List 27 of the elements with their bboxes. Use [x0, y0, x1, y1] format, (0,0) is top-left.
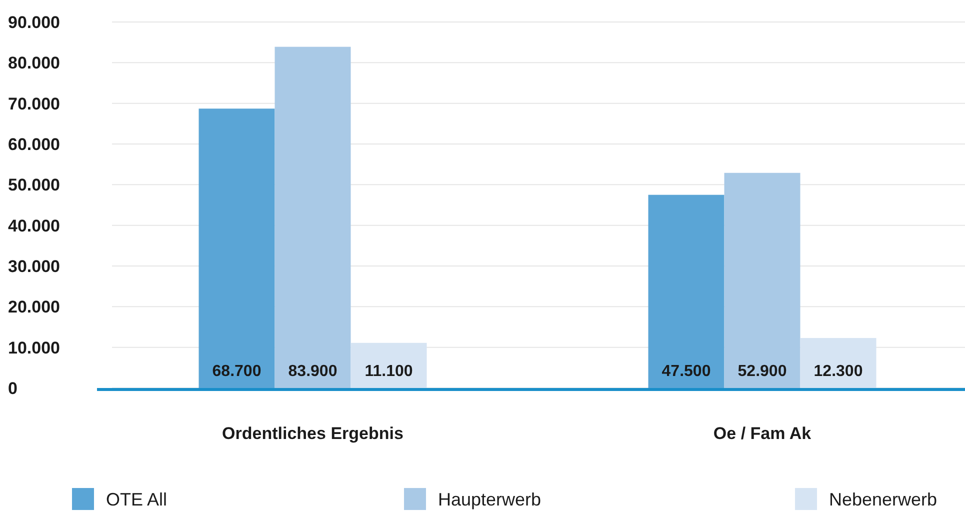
data-label: 83.900: [288, 363, 338, 380]
y-tick-label: 90.000: [8, 12, 60, 32]
data-label: 68.700: [212, 363, 262, 380]
y-tick-label: 80.000: [8, 54, 60, 73]
legend-label: Haupterwerb: [438, 489, 542, 510]
y-tick-label: 10.000: [8, 338, 60, 358]
data-label: 12.300: [814, 363, 863, 380]
y-tick-label: 0: [8, 378, 18, 398]
bar: [800, 338, 876, 388]
bar: [648, 194, 724, 388]
bar: [274, 46, 351, 388]
y-tick-label: 40.000: [8, 216, 60, 236]
y-tick-label: 30.000: [8, 256, 60, 276]
legend-label: Nebenerwerb: [829, 489, 938, 510]
y-tick-label: 20.000: [8, 298, 60, 317]
bar: [198, 108, 275, 388]
legend-label: OTE All: [106, 489, 168, 510]
data-label: 11.100: [364, 363, 413, 380]
x-tick-label: Ordentliches Ergebnis: [222, 424, 404, 443]
data-label: 47.500: [662, 363, 711, 380]
data-label: 52.900: [738, 363, 787, 380]
y-tick-label: 50.000: [8, 176, 60, 195]
x-tick-label: Oe / Fam Ak: [713, 424, 812, 443]
y-tick-label: 60.000: [8, 134, 60, 154]
bar: [724, 172, 800, 388]
y-tick-label: 70.000: [8, 94, 60, 114]
bar: [350, 342, 427, 388]
